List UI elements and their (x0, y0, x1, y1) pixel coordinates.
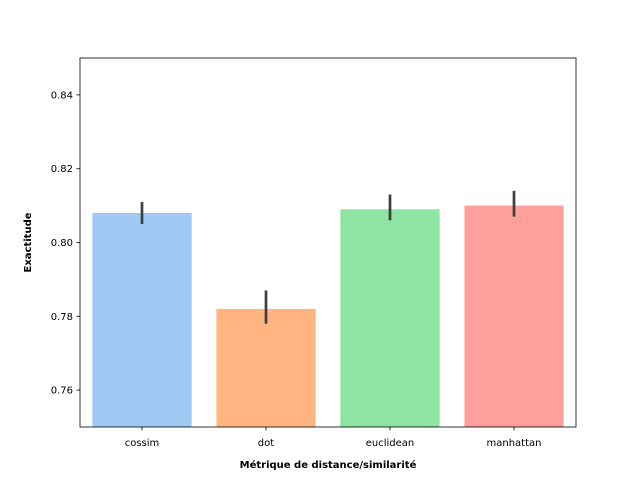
x-axis-label: Métrique de distance/similarité (240, 459, 417, 471)
y-axis: 0.76 0.78 0.80 0.82 0.84 (51, 90, 80, 397)
bar-dot (216, 308, 316, 427)
y-tick-label: 0.84 (51, 90, 73, 101)
x-tick-label-dot: dot (258, 438, 274, 449)
bar-cossim (92, 212, 192, 427)
bar-euclidean (340, 209, 440, 427)
y-tick-label: 0.76 (51, 386, 73, 397)
x-tick-label-manhattan: manhattan (487, 438, 542, 449)
x-tick-label-euclidean: euclidean (366, 438, 415, 449)
bar-manhattan (464, 205, 564, 427)
bars-group (92, 205, 564, 427)
x-axis: cossim dot euclidean manhattan (125, 427, 542, 449)
y-tick-label: 0.80 (51, 238, 73, 249)
y-tick-label: 0.82 (51, 164, 73, 175)
error-bars-group (140, 190, 516, 324)
x-tick-label-cossim: cossim (125, 438, 160, 449)
y-tick-label: 0.78 (51, 312, 73, 323)
y-axis-label: Exactitude (23, 212, 34, 272)
